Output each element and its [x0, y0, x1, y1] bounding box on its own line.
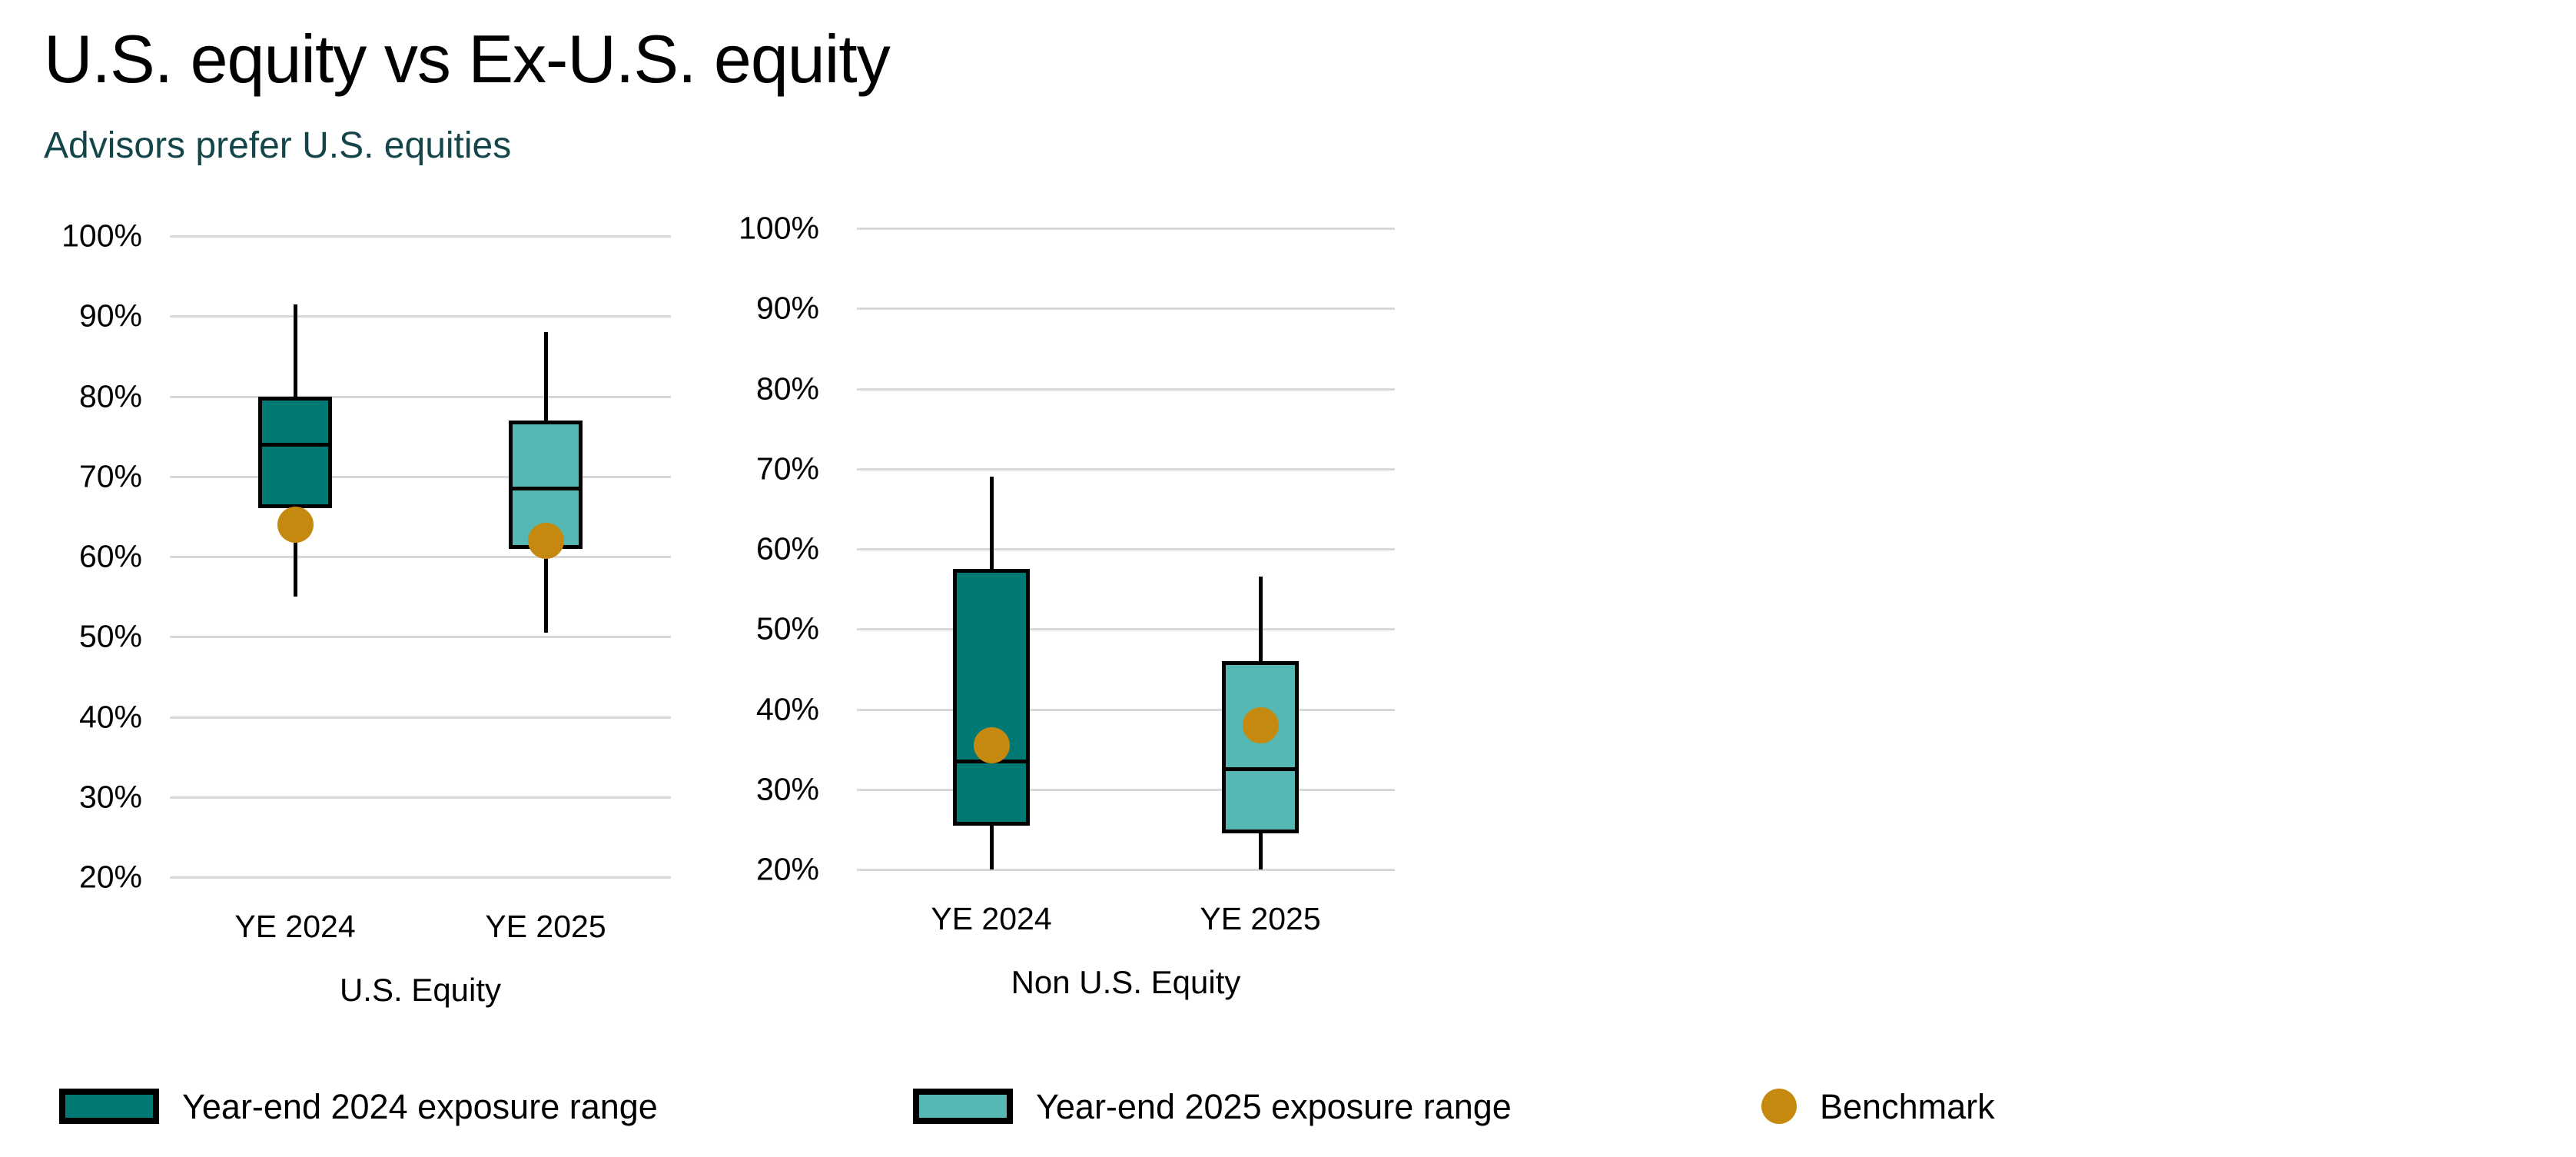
- y-tick-label: 20%: [78, 859, 142, 895]
- benchmark-dot: [1242, 707, 1279, 743]
- y-gridline: [857, 708, 1395, 711]
- legend-swatch-2024-icon: [59, 1089, 159, 1124]
- box-range: [953, 569, 1030, 826]
- y-gridline: [170, 796, 671, 799]
- legend-item-2024: Year-end 2024 exposure range: [59, 1082, 658, 1130]
- x-category-label: YE 2024: [931, 901, 1052, 936]
- y-gridline: [857, 228, 1395, 230]
- chart-subtitle: Advisors prefer U.S. equities: [44, 125, 512, 166]
- legend-item-2025: Year-end 2025 exposure range: [913, 1082, 1512, 1130]
- benchmark-dot: [973, 726, 1010, 763]
- y-tick-label: 80%: [755, 371, 819, 406]
- y-gridline: [170, 556, 671, 558]
- legend-benchmark-dot-icon: [1761, 1089, 1797, 1124]
- legend-item-label: Year-end 2024 exposure range: [182, 1086, 658, 1126]
- box-median-line: [1222, 767, 1299, 772]
- legend-item-label: Year-end 2025 exposure range: [1036, 1086, 1512, 1126]
- y-tick-label: 80%: [78, 378, 142, 414]
- y-tick-label: 100%: [739, 210, 819, 246]
- y-tick-label: 100%: [61, 218, 142, 254]
- legend-item-label: Benchmark: [1820, 1086, 1995, 1126]
- y-gridline: [857, 548, 1395, 550]
- y-tick-label: 70%: [78, 458, 142, 494]
- x-category-label: YE 2024: [234, 909, 356, 944]
- y-gridline: [857, 467, 1395, 470]
- box-range: [1222, 660, 1299, 834]
- y-gridline: [170, 475, 671, 478]
- y-gridline: [170, 315, 671, 318]
- y-tick-label: 50%: [78, 618, 142, 654]
- legend-swatch-2025-icon: [913, 1089, 1013, 1124]
- y-tick-label: 40%: [755, 691, 819, 726]
- chart-group-label: U.S. Equity: [339, 972, 502, 1008]
- y-gridline: [170, 636, 671, 639]
- x-category-label: YE 2025: [1200, 901, 1321, 936]
- y-gridline: [857, 869, 1395, 871]
- y-gridline: [857, 628, 1395, 631]
- y-gridline: [857, 788, 1395, 791]
- y-gridline: [857, 308, 1395, 311]
- y-gridline: [857, 387, 1395, 391]
- box-range: [258, 396, 332, 509]
- y-tick-label: 30%: [755, 771, 819, 807]
- y-tick-label: 60%: [78, 538, 142, 574]
- page-title: U.S. equity vs Ex-U.S. equity: [44, 21, 891, 97]
- y-gridline: [170, 235, 671, 238]
- y-tick-label: 40%: [78, 699, 142, 734]
- y-tick-label: 90%: [78, 298, 142, 334]
- box-median-line: [509, 486, 583, 490]
- y-tick-label: 50%: [755, 610, 819, 647]
- x-category-label: YE 2025: [485, 909, 606, 944]
- y-tick-label: 20%: [755, 851, 819, 887]
- y-gridline: [170, 876, 671, 879]
- y-tick-label: 90%: [755, 290, 819, 326]
- box-median-line: [258, 442, 332, 447]
- benchmark-dot: [527, 522, 564, 559]
- y-tick-label: 60%: [755, 530, 819, 567]
- y-gridline: [170, 395, 671, 398]
- y-gridline: [170, 716, 671, 719]
- y-tick-label: 70%: [755, 450, 819, 487]
- benchmark-dot: [277, 506, 314, 543]
- legend-item-benchmark: Benchmark: [1761, 1082, 1995, 1130]
- y-tick-label: 30%: [78, 779, 142, 815]
- chart-group-label: Non U.S. Equity: [1011, 964, 1241, 1000]
